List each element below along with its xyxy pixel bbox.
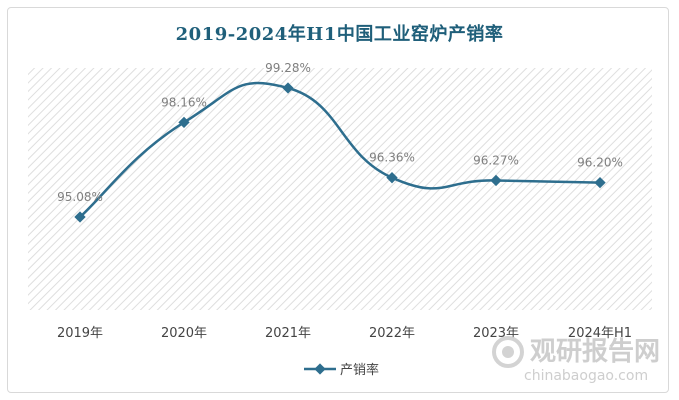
data-label: 99.28% <box>265 61 311 75</box>
x-axis-ticks: 2019年 2020年 2021年 2022年 2023年 2024年H1 <box>57 326 632 341</box>
watermark-en: chinabaogao.com <box>524 368 648 384</box>
data-label: 96.20% <box>577 156 623 170</box>
x-tick-label: 2021年 <box>265 326 311 341</box>
x-tick-label: 2024年H1 <box>568 326 632 341</box>
data-label: 95.08% <box>57 190 103 204</box>
watermark-logo-icon <box>492 336 524 368</box>
data-label: 96.27% <box>473 153 519 167</box>
watermark-cn: 观研报告网 <box>530 336 660 367</box>
data-point-marker <box>594 176 606 189</box>
legend-label: 产销率 <box>340 362 379 378</box>
x-tick-label: 2020年 <box>161 326 207 341</box>
chart-title: 2019-2024年H1中国工业窑炉产销率 <box>175 24 504 45</box>
plot-area <box>28 68 652 310</box>
legend: 产销率 <box>304 362 379 378</box>
data-point-marker <box>490 174 502 187</box>
legend-marker <box>314 363 326 375</box>
x-tick-label: 2019年 <box>57 326 103 341</box>
x-tick-label: 2022年 <box>369 326 415 341</box>
data-point-marker <box>386 172 398 184</box>
watermark: 观研报告网 chinabaogao.com <box>492 336 660 384</box>
data-label: 98.16% <box>161 95 207 109</box>
data-label: 96.36% <box>369 151 415 165</box>
data-labels: 95.08% 98.16% 99.28% 96.36% 96.27% 96.20% <box>57 61 623 204</box>
